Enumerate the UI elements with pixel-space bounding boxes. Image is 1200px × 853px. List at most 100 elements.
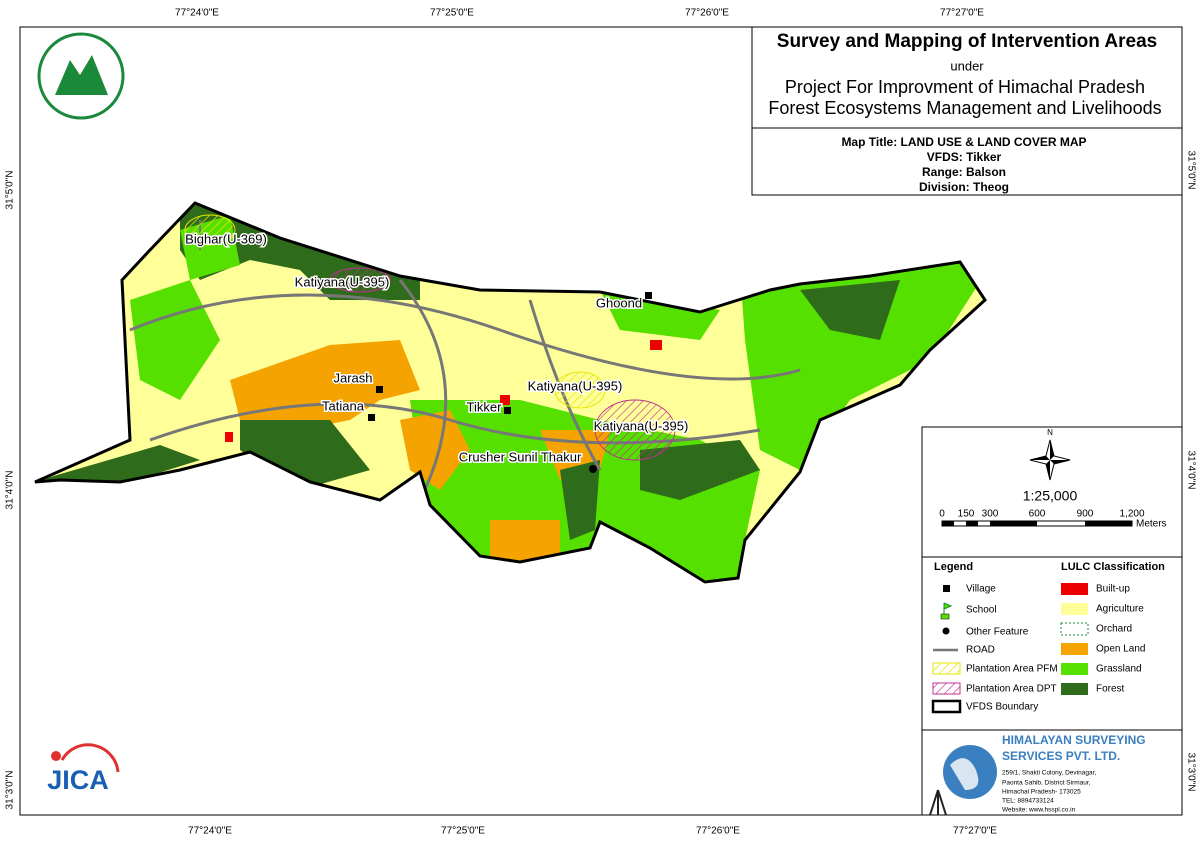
builtup: [225, 432, 233, 442]
company-address: Paonta Sahib, District Sirmaur,: [1002, 780, 1091, 787]
grid-label: 31°4'0"N: [1185, 451, 1196, 490]
legend-label: ROAD: [966, 645, 995, 656]
legend-label: Other Feature: [966, 627, 1029, 638]
scale-tick: 900: [1077, 509, 1094, 520]
legend-swatch: [932, 662, 961, 675]
scale-tick: 600: [1029, 509, 1046, 520]
grassland-area: [600, 290, 720, 340]
scale-bar: [1085, 521, 1132, 526]
company-address: TEL: 8894733124: [1002, 798, 1054, 805]
company-address: 259/1, Shakti Colony, Devinagar,: [1002, 770, 1096, 777]
lulc-swatch: [1061, 643, 1088, 655]
place-label: Bighar(U-369): [185, 231, 267, 246]
grid-label: 77°25'0"E: [430, 8, 474, 19]
forest-area: [560, 460, 600, 540]
plantation-dpt: [594, 399, 676, 461]
place-label: Crusher Sunil Thakur: [459, 449, 582, 464]
header-box: [751, 26, 1183, 129]
company-address: Himachal Pradesh- 173025: [1002, 789, 1081, 796]
legend-label: Plantation Area PFM: [966, 664, 1058, 675]
place-label: Tikker: [467, 399, 503, 414]
plantation-pfm: [184, 214, 236, 246]
feature-symbol: [589, 465, 597, 473]
info-text: Division: Theog: [919, 180, 1009, 194]
lulc-label: Built-up: [1096, 584, 1130, 595]
grid-label: 77°24'0"E: [175, 8, 219, 19]
info-box: [751, 127, 1183, 196]
forest-area: [800, 280, 900, 340]
lulc-swatch: [1061, 603, 1088, 615]
road: [129, 293, 801, 381]
builtup: [650, 340, 662, 350]
lulc-swatch: [1061, 583, 1088, 595]
builtup: [500, 395, 510, 405]
village-symbol: [368, 414, 375, 421]
company-logo: [929, 789, 947, 816]
place-label: Jarash: [333, 370, 372, 385]
legend-label: Plantation Area DPT: [966, 684, 1057, 695]
scale-tick: 150: [958, 509, 975, 520]
lulc-swatch: [1061, 663, 1088, 675]
scale-bar: [942, 521, 954, 526]
scale-tick: 0: [939, 509, 945, 520]
grid-label: 77°24'0"E: [188, 826, 232, 837]
jica-logo-text: JICA: [47, 765, 109, 795]
scale-tick: 300: [982, 509, 999, 520]
legend-label: VFDS Boundary: [966, 702, 1038, 713]
place-label: Katiyana(U-395): [594, 418, 689, 433]
grid-label: 31°4'0"N: [5, 471, 16, 510]
header-project: Project For Improvment of Himachal Prade…: [785, 77, 1145, 97]
village-symbol: [645, 292, 652, 299]
lulc-label: Agriculture: [1096, 604, 1144, 615]
hp-forest-logo: [55, 55, 108, 95]
grid-label: 77°27'0"E: [940, 8, 984, 19]
info-text: VFDS: Tikker: [927, 150, 1002, 164]
legend-swatch: [931, 699, 962, 714]
lulc-label: Forest: [1096, 684, 1125, 695]
company-address: Website: www.hsspl.co.in: [1002, 807, 1076, 814]
legend-title: LULC Classification: [1061, 561, 1165, 573]
grassland-area: [130, 280, 220, 400]
header-project: Forest Ecosystems Management and Livelih…: [768, 98, 1161, 118]
lulc-label: Orchard: [1096, 624, 1132, 635]
header-under: under: [950, 58, 984, 73]
lulc-swatch: [1061, 683, 1088, 695]
scale-ratio: 1:25,000: [1023, 488, 1078, 504]
village-symbol: [504, 407, 511, 414]
header-title: Survey and Mapping of Intervention Areas: [777, 31, 1157, 52]
lulc-swatch: [1060, 622, 1089, 636]
scale-tick: 1,200: [1119, 509, 1144, 520]
info-text: Range: Balson: [922, 165, 1006, 179]
company-logo: [950, 758, 979, 790]
grid-label: 77°26'0"E: [685, 8, 729, 19]
place-label: Tatiana: [322, 398, 365, 413]
place-label: Ghoond: [596, 295, 642, 310]
grid-label: 31°3'0"N: [1185, 753, 1196, 792]
scale-bar: [966, 521, 978, 526]
legend-swatch: [940, 613, 950, 620]
jica-logo: [51, 751, 61, 761]
grid-label: 31°5'0"N: [1185, 151, 1196, 190]
legend-swatch: [943, 585, 950, 592]
legend-box: [921, 556, 1183, 731]
company-name: SERVICES PVT. LTD.: [1002, 749, 1120, 763]
legend-label: Village: [966, 584, 996, 595]
north-label: N: [1047, 428, 1053, 437]
legend-label: School: [966, 605, 997, 616]
plantation-pfm: [554, 371, 606, 409]
scale-bar: [990, 521, 1037, 526]
lulc-label: Grassland: [1096, 664, 1142, 675]
company-name: HIMALAYAN SURVEYING: [1002, 733, 1146, 747]
grid-label: 31°5'0"N: [5, 171, 16, 210]
lulc-label: Open Land: [1096, 644, 1146, 655]
grid-label: 77°26'0"E: [696, 826, 740, 837]
forest-area: [40, 445, 200, 485]
forest-area: [240, 420, 370, 490]
openland-area: [400, 410, 470, 490]
road: [398, 279, 448, 501]
forest-area: [640, 440, 760, 500]
grassland-area: [740, 250, 985, 470]
jica-logo: [60, 743, 120, 773]
village-symbol: [376, 386, 383, 393]
